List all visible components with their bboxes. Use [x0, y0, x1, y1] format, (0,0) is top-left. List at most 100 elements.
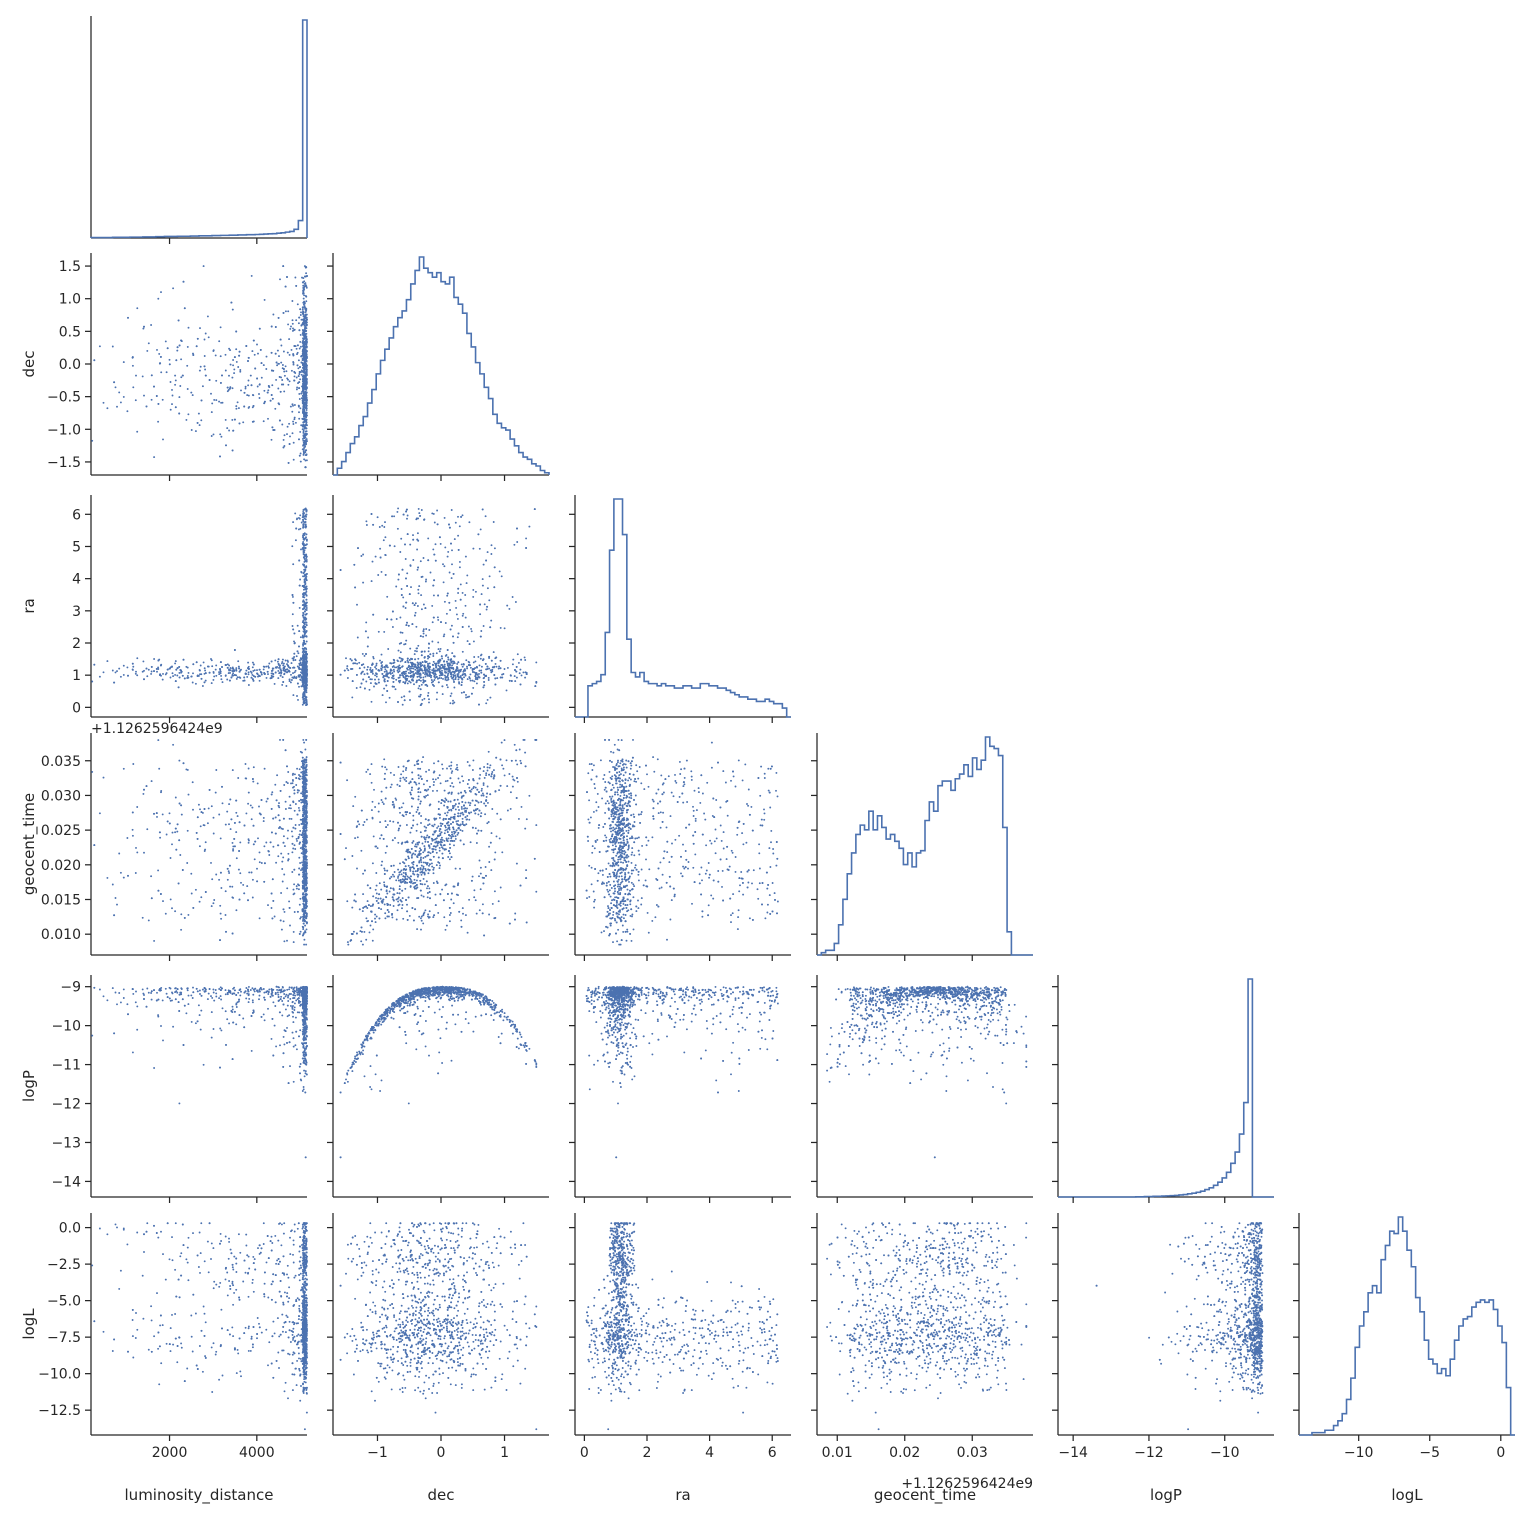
scatter-point: [292, 601, 295, 604]
scatter-point: [287, 323, 290, 326]
scatter-point: [298, 381, 301, 384]
scatter-point: [226, 666, 229, 669]
scatter-point: [447, 550, 450, 553]
scatter-point: [405, 639, 408, 642]
scatter-point: [298, 584, 301, 587]
scatter-point: [353, 563, 356, 566]
scatter-point: [251, 350, 254, 353]
scatter-point: [291, 319, 294, 322]
scatter-point: [252, 339, 255, 342]
scatter-point: [114, 671, 117, 674]
scatter-point: [495, 665, 498, 668]
scatter-point: [534, 685, 537, 688]
scatter-point: [278, 375, 281, 378]
scatter-point: [298, 685, 300, 688]
scatter-point: [302, 644, 305, 647]
scatter-point: [199, 673, 201, 676]
scatter-point: [304, 559, 307, 562]
scatter-ra-vs-luminosity_distance: [91, 507, 308, 707]
scatter-point: [260, 376, 263, 379]
scatter-point: [375, 673, 378, 675]
scatter-point: [292, 657, 295, 660]
scatter-point: [299, 527, 302, 530]
scatter-point: [422, 557, 425, 559]
scatter-point: [304, 392, 306, 395]
scatter-point: [288, 422, 291, 425]
scatter-point: [219, 433, 222, 436]
scatter-point: [493, 547, 496, 550]
scatter-point: [283, 873, 286, 876]
panel-luminosity_distance-vs-luminosity_distance: [90, 16, 308, 244]
scatter-point: [277, 662, 280, 665]
scatter-point: [220, 917, 223, 920]
scatter-point: [114, 897, 117, 899]
scatter-point: [354, 586, 357, 589]
scatter-point: [297, 367, 300, 370]
scatter-point: [233, 418, 236, 421]
scatter-point: [291, 594, 294, 596]
scatter-point: [160, 789, 163, 792]
scatter-point: [482, 686, 485, 689]
scatter-point: [303, 294, 306, 297]
scatter-point: [463, 676, 465, 679]
scatter-point: [400, 594, 403, 596]
scatter-point: [454, 676, 457, 679]
scatter-point: [434, 664, 437, 667]
scatter-point: [411, 665, 413, 668]
scatter-point: [256, 385, 259, 388]
scatter-point: [363, 687, 366, 690]
scatter-point: [267, 417, 269, 420]
scatter-point: [305, 285, 308, 288]
scatter-point: [136, 851, 139, 854]
scatter-point: [218, 813, 221, 816]
scatter-point: [231, 387, 234, 390]
scatter-point: [295, 518, 298, 521]
scatter-point: [206, 315, 209, 318]
scatter-point: [449, 671, 452, 674]
scatter-point: [225, 444, 227, 447]
scatter-point: [443, 660, 445, 663]
scatter-point: [413, 614, 416, 617]
scatter-point: [416, 568, 419, 571]
scatter-point: [420, 608, 423, 611]
scatter-point: [270, 676, 273, 679]
scatter-point: [300, 571, 303, 574]
scatter-point: [172, 287, 175, 290]
scatter-point: [300, 869, 302, 872]
scatter-point: [156, 670, 158, 673]
scatter-point: [287, 660, 289, 663]
scatter-point: [422, 672, 425, 674]
scatter-point: [482, 563, 485, 566]
scatter-point: [200, 419, 203, 422]
scatter-point: [145, 667, 148, 670]
scatter-point: [461, 650, 464, 653]
scatter-point: [409, 647, 412, 650]
scatter-point: [302, 310, 305, 313]
scatter-point: [263, 402, 266, 405]
scatter-point: [386, 690, 389, 692]
scatter-point: [232, 359, 235, 361]
scatter-point: [212, 350, 215, 352]
scatter-point: [441, 669, 443, 672]
scatter-point: [407, 661, 410, 664]
scatter-point: [303, 419, 306, 422]
scatter-point: [228, 429, 231, 432]
y-tick-label: 1.5: [59, 259, 81, 275]
scatter-point: [385, 674, 388, 676]
scatter-point: [289, 804, 292, 807]
scatter-point: [305, 640, 308, 643]
scatter-point: [396, 510, 399, 513]
scatter-point: [178, 396, 181, 399]
scatter-point: [158, 767, 161, 770]
scatter-point: [279, 278, 281, 281]
scatter-point: [221, 374, 223, 377]
scatter-point: [304, 459, 307, 462]
scatter-point: [305, 653, 308, 656]
scatter-point: [178, 412, 181, 415]
scatter-point: [131, 828, 134, 831]
scatter-point: [118, 391, 121, 394]
scatter-point: [411, 623, 414, 626]
scatter-point: [404, 682, 407, 685]
scatter-point: [270, 351, 273, 354]
scatter-point: [305, 370, 308, 373]
